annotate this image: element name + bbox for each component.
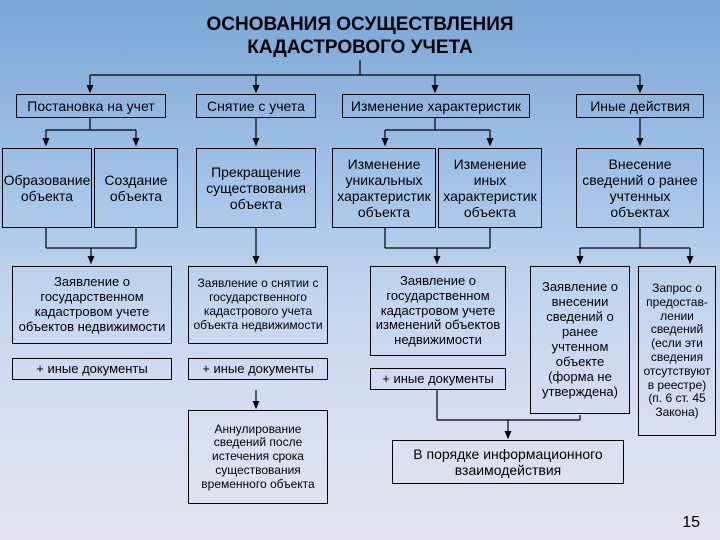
node-r3-c2: + иные документы (370, 368, 506, 390)
node-r1-c: Изменение характеристик (342, 94, 530, 118)
node-r2-d: Изменение уникальных характеристик объек… (332, 148, 436, 228)
title-line1: ОСНОВАНИЯ ОСУЩЕСТВЛЕНИЯ (206, 14, 513, 35)
title-line2: КАДАСТРОВОГО УЧЕТА (247, 37, 472, 58)
node-r1-d: Иные действия (576, 94, 704, 118)
node-r3-e: Запрос о предостав-лении сведений (если … (638, 266, 716, 436)
node-r4-b: В порядке информационного взаимодействия (392, 440, 624, 484)
node-r4-a: Аннулирование сведений после истечения с… (188, 410, 328, 504)
node-r3-a2: + иные документы (12, 358, 172, 380)
node-r2-c: Прекращение существования объекта (196, 148, 316, 228)
node-r2-b: Создание объекта (94, 148, 178, 228)
node-r3-a: Заявление о государственном кадастровом … (12, 266, 172, 344)
node-r2-f: Внесение сведений о ранее учтенных объек… (576, 148, 704, 228)
node-r3-d: Заявление о внесении сведений о ранее уч… (530, 266, 630, 414)
node-r3-b: Заявление о снятии с государственного ка… (188, 266, 328, 344)
node-r2-e: Изменение иных характеристик объекта (438, 148, 542, 228)
node-r1-a: Постановка на учет (16, 94, 166, 118)
diagram-title: ОСНОВАНИЯ ОСУЩЕСТВЛЕНИЯ КАДАСТРОВОГО УЧЕ… (0, 0, 720, 60)
node-r3-c: Заявление о государственном кадастровом … (370, 266, 506, 356)
page-number: 15 (682, 514, 700, 532)
node-r2-a: Образование объекта (2, 148, 92, 228)
node-r3-b2: + иные документы (188, 358, 328, 380)
node-r1-b: Снятие с учета (196, 94, 316, 118)
